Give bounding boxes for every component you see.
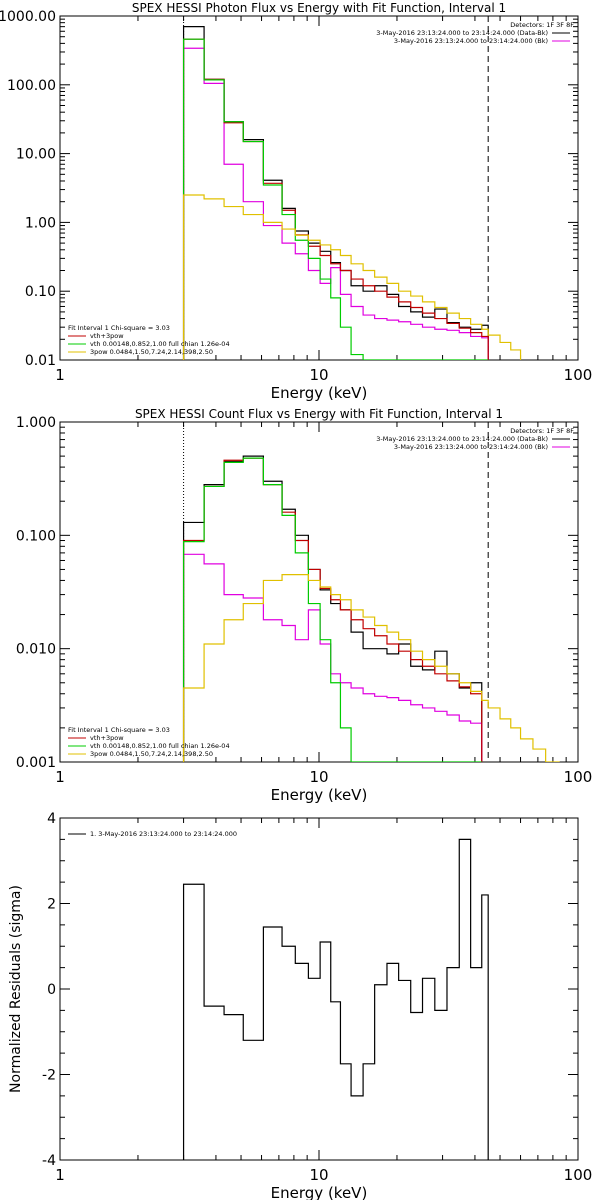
y-tick-label: 0 — [47, 982, 56, 998]
y-tick-label: 2 — [47, 897, 56, 913]
plot-frame — [59, 15, 579, 361]
x-tick-label: 10 — [309, 1166, 328, 1184]
fit-legend-entry: vth 0.00148,0.852,1.00 full chian 1.26e-… — [90, 340, 230, 348]
y-tick-label: -2 — [42, 1068, 56, 1084]
y-tick-label: 0.01 — [25, 353, 56, 369]
residual-legend-text: 1. 3-May-2016 23:13:24.000 to 23:14:24.0… — [90, 830, 237, 838]
x-tick-label: 1 — [55, 366, 65, 384]
legend-detectors: Detectors: 1F 3F 8F — [510, 427, 574, 435]
series-line-data-bk — [182, 26, 489, 360]
y-tick-label: 0.001 — [16, 755, 56, 771]
series-line-bk — [182, 47, 489, 360]
fit-chi-square: Fit Interval 1 Chi-square = 3.03 — [68, 726, 170, 734]
series-line-data-bk — [182, 455, 483, 762]
legend-detectors: Detectors: 1F 3F 8F — [510, 21, 574, 29]
series-line-vth-3pow — [182, 457, 483, 762]
x-tick-label: 10 — [309, 366, 328, 384]
fit-legend-entry: vth 0.00148,0.852,1.00 full chian 1.26e-… — [90, 742, 230, 750]
x-tick-label: 10 — [309, 768, 328, 786]
y-tick-label: 1.000 — [16, 415, 56, 431]
x-tick-label: 1 — [55, 1166, 65, 1184]
chart-title: SPEX HESSI Count Flux vs Energy with Fit… — [135, 407, 503, 421]
legend-bk-label: 3-May-2016 23:13:24.000 to 23:14:24.000 … — [394, 443, 548, 451]
legend-data-bk-label: 3-May-2016 23:13:24.000 to 23:14:24.000 … — [376, 29, 548, 37]
y-tick-label: 1000.00 — [0, 9, 56, 25]
fit-legend-entry: 3pow 0.0484,1.50,7.24,2.14,398,2.50 — [90, 348, 213, 356]
x-tick-label: 1 — [55, 768, 65, 786]
series-line-3pow — [182, 574, 560, 762]
x-axis-label: Energy (keV) — [271, 384, 368, 402]
series-line-residuals — [182, 838, 489, 1160]
series-line-bk — [182, 553, 483, 762]
fit-legend-entry: vth+3pow — [90, 734, 124, 742]
y-tick-label: 0.10 — [25, 284, 56, 300]
legend-data-bk-label: 3-May-2016 23:13:24.000 to 23:14:24.000 … — [376, 435, 548, 443]
x-axis-label: Energy (keV) — [271, 786, 368, 804]
fit-legend-entry: 3pow 0.0484,1.50,7.24,2.14,398,2.50 — [90, 750, 213, 758]
y-tick-label: -4 — [42, 1153, 56, 1169]
y-tick-label: 1.00 — [25, 215, 56, 231]
series-line-vth-3pow — [182, 38, 489, 360]
y-tick-label: 4 — [47, 811, 56, 827]
y-tick-label: 100.00 — [7, 78, 56, 94]
legend-bk-label: 3-May-2016 23:13:24.000 to 23:14:24.000 … — [394, 37, 548, 45]
series-line-vth — [182, 38, 489, 360]
x-tick-label: 100 — [564, 768, 593, 786]
plot-frame — [59, 817, 579, 1161]
x-axis-label: Energy (keV) — [271, 1184, 368, 1200]
chart-title: SPEX HESSI Photon Flux vs Energy with Fi… — [132, 1, 506, 15]
x-tick-label: 100 — [564, 366, 593, 384]
series-line-3pow — [182, 194, 522, 360]
fit-legend-entry: vth+3pow — [90, 332, 124, 340]
y-tick-label: 0.100 — [16, 528, 56, 544]
x-tick-label: 100 — [564, 1166, 593, 1184]
y-tick-label: 0.010 — [16, 642, 56, 658]
fit-chi-square: Fit Interval 1 Chi-square = 3.03 — [68, 324, 170, 332]
y-axis-label: Normalized Residuals (sigma) — [8, 885, 24, 1093]
y-tick-label: 10.00 — [16, 147, 56, 163]
series-line-vth — [182, 457, 482, 762]
